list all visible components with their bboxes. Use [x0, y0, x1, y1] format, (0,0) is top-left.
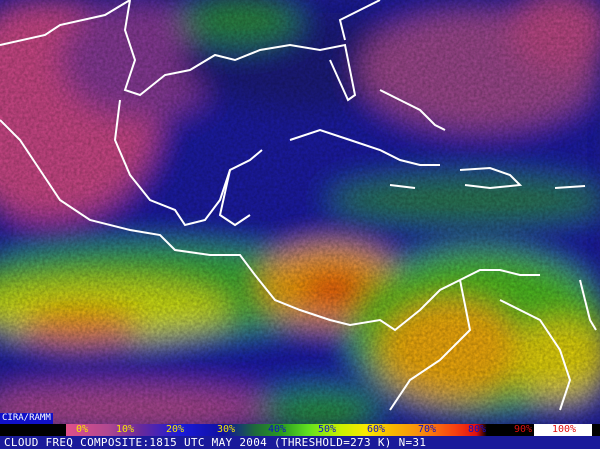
credit-label: CIRA/RAMM [0, 413, 53, 424]
legend-label-20: 20% [166, 424, 185, 435]
image-caption: CLOUD FREQ COMPOSITE:1815 UTC MAY 2004 (… [4, 436, 427, 449]
legend-label-90: 90% [514, 424, 533, 435]
legend-label-60: 60% [367, 424, 386, 435]
legend-label-10: 10% [116, 424, 135, 435]
legend-label-50: 50% [318, 424, 337, 435]
texture-noise [0, 0, 600, 424]
legend-label-0: 0% [76, 424, 89, 435]
cloud-frequency-map [0, 0, 600, 424]
color-scale-legend: 0% 10% 20% 30% 40% 50% 60% 70% 80% 90% 1… [0, 424, 600, 436]
legend-label-30: 30% [217, 424, 236, 435]
legend-label-80: 80% [468, 424, 487, 435]
legend-label-100: 100% [552, 424, 577, 435]
legend-label-40: 40% [268, 424, 287, 435]
legend-label-70: 70% [418, 424, 437, 435]
color-scale-gradient [66, 424, 592, 436]
coastlines-and-borders [0, 0, 597, 411]
